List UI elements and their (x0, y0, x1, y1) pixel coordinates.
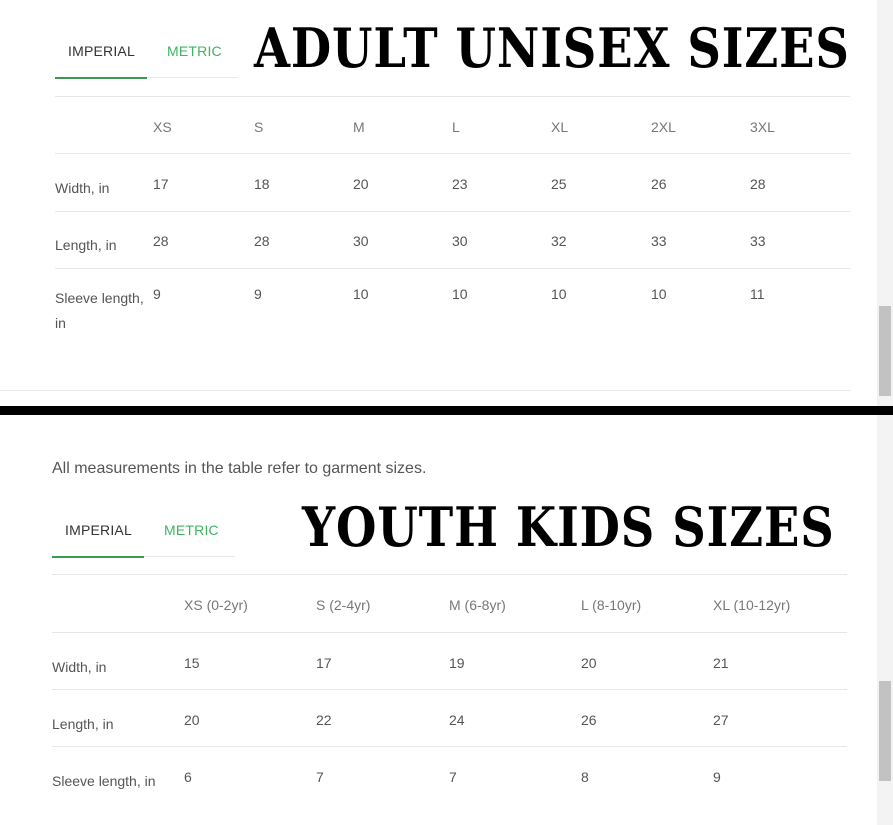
column-header: 2XL (651, 119, 676, 135)
table-cell: 6 (184, 769, 192, 785)
table-cell: 21 (713, 655, 729, 671)
table-cell: 25 (551, 176, 567, 192)
table-cell: 24 (449, 712, 465, 728)
row-divider (52, 746, 847, 747)
table-cell: 23 (452, 176, 468, 192)
table-cell: 10 (452, 286, 468, 302)
divider (55, 96, 850, 97)
row-label: Sleeve length, in (55, 290, 144, 331)
column-header: L (452, 119, 460, 135)
table-cell: 20 (353, 176, 369, 192)
youth-title: YOUTH KIDS SIZES (302, 495, 835, 559)
table-cell: 33 (651, 233, 667, 249)
column-header: S (254, 119, 264, 135)
tab-imperial[interactable]: IMPERIAL (65, 522, 132, 538)
row-label: Width, in (52, 659, 107, 675)
row-divider (55, 268, 850, 269)
column-header: XS (0-2yr) (184, 597, 248, 613)
row-divider (52, 689, 847, 690)
table-cell: 10 (551, 286, 567, 302)
table-cell: 17 (316, 655, 332, 671)
scrollbar-thumb[interactable] (879, 681, 891, 781)
measurement-note: All measurements in the table refer to g… (52, 460, 427, 477)
scrollbar-thumb[interactable] (879, 306, 891, 396)
column-header: XL (10-12yr) (713, 597, 791, 613)
section-separator-bar (0, 406, 893, 415)
table-cell: 18 (254, 176, 270, 192)
column-header: 3XL (750, 119, 775, 135)
table-cell: 33 (750, 233, 766, 249)
tab-imperial[interactable]: IMPERIAL (68, 43, 135, 59)
active-tab-underline (52, 556, 144, 558)
table-cell: 30 (452, 233, 468, 249)
row-label: Width, in (55, 180, 110, 196)
table-cell: 32 (551, 233, 567, 249)
divider (52, 574, 847, 575)
column-header: M (6-8yr) (449, 597, 506, 613)
table-cell: 20 (184, 712, 200, 728)
table-cell: 9 (713, 769, 721, 785)
table-cell: 28 (750, 176, 766, 192)
row-divider (55, 211, 850, 212)
table-cell: 26 (651, 176, 667, 192)
table-cell: 15 (184, 655, 200, 671)
table-cell: 11 (750, 286, 765, 302)
column-header: XS (153, 119, 172, 135)
table-cell: 8 (581, 769, 589, 785)
table-cell: 9 (153, 286, 161, 302)
table-cell: 10 (651, 286, 667, 302)
table-cell: 17 (153, 176, 169, 192)
table-cell: 7 (316, 769, 324, 785)
table-cell: 27 (713, 712, 729, 728)
column-header: XL (551, 119, 569, 135)
table-cell: 9 (254, 286, 262, 302)
tab-metric[interactable]: METRIC (164, 522, 219, 538)
table-cell: 22 (316, 712, 332, 728)
row-label: Length, in (55, 237, 117, 253)
divider (0, 390, 850, 391)
table-cell: 28 (153, 233, 169, 249)
row-divider (52, 632, 847, 633)
row-label: Sleeve length, in (52, 773, 156, 789)
table-cell: 19 (449, 655, 465, 671)
column-header: L (8-10yr) (581, 597, 642, 613)
tab-metric[interactable]: METRIC (167, 43, 222, 59)
table-cell: 7 (449, 769, 457, 785)
row-divider (55, 153, 850, 154)
column-header: S (2-4yr) (316, 597, 371, 613)
table-cell: 30 (353, 233, 369, 249)
row-label: Length, in (52, 716, 114, 732)
column-header: M (353, 119, 365, 135)
adult-title: ADULT UNISEX SIZES (254, 16, 850, 80)
table-cell: 20 (581, 655, 597, 671)
table-cell: 26 (581, 712, 597, 728)
table-cell: 28 (254, 233, 270, 249)
active-tab-underline (55, 77, 147, 79)
scrollbar-track[interactable] (877, 0, 893, 406)
table-cell: 10 (353, 286, 369, 302)
